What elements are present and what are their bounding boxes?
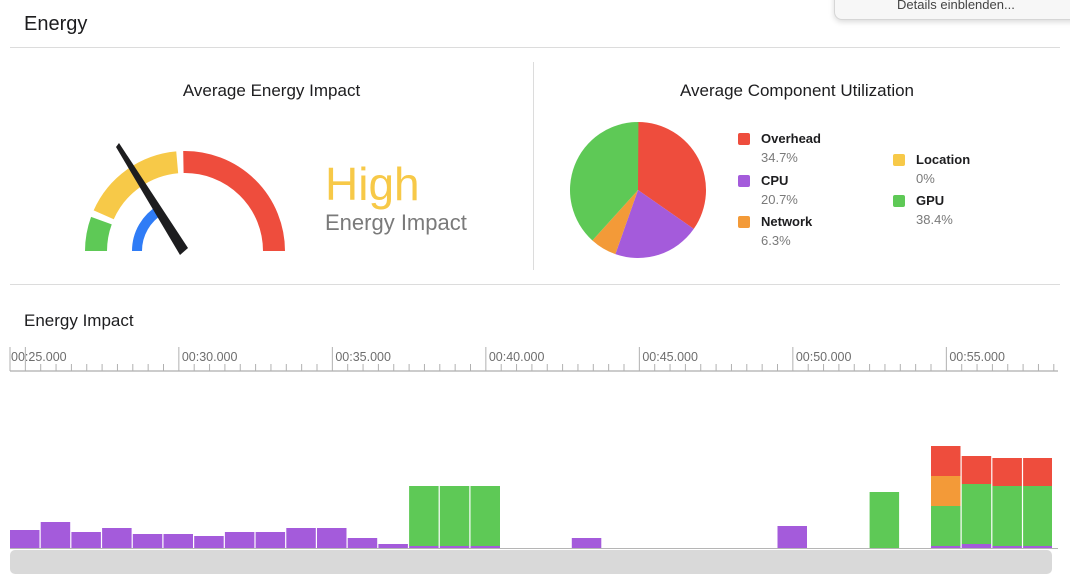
timeline-bar-cpu[interactable] [777,526,808,548]
details-popup[interactable]: Details einblenden... [834,0,1070,20]
legend-cpu-swatch [738,175,750,187]
timeline-bar-network[interactable] [931,476,961,506]
timeline-tick-label: 00:55.000 [949,350,1005,364]
legend-location-swatch [893,154,905,166]
average-energy-title: Average Energy Impact [182,81,361,100]
timeline-bar-overhead[interactable] [1023,458,1052,486]
timeline-bar-cpu[interactable] [378,544,408,548]
gauge-medium-segment [93,151,179,220]
timeline-tick-label: 00:45.000 [642,350,698,364]
timeline-bar-cpu[interactable] [470,546,501,548]
timeline-tick-label: 00:30.000 [182,350,238,364]
card-divider [533,62,534,270]
legend-location-pct: 0% [916,171,935,186]
legend-overhead-name: Overhead [761,131,821,146]
legend-network-swatch [738,216,750,228]
component-pie-chart [569,121,707,258]
legend-network-pct: 6.3% [761,233,791,248]
timeline-bar-gpu[interactable] [409,486,439,546]
timeline-bar-cpu[interactable] [571,538,602,548]
timeline-bar-cpu[interactable] [132,534,163,548]
gauge-high-segment [183,150,285,252]
pie-slice-network [592,190,638,255]
timeline-bar-gpu[interactable] [439,486,470,546]
header-divider [10,47,1060,48]
timeline-bar-cpu[interactable] [992,546,1022,548]
timeline-bar-cpu[interactable] [961,544,992,548]
gauge-needle [116,143,188,255]
timeline-bar-overhead[interactable] [961,456,992,484]
energy-impact-subtitle: Energy Impact [325,210,467,235]
page-title: Energy [24,13,88,35]
timeline-bar-gpu[interactable] [931,506,961,546]
timeline-bar-gpu[interactable] [1023,486,1052,546]
gauge-low-segment [85,216,112,252]
timeline-bar-cpu[interactable] [71,532,101,548]
legend-location-name: Location [916,152,971,167]
timeline-bar-cpu[interactable] [347,538,378,548]
pie-slice-overhead [638,122,707,229]
timeline-tick-label: 00:25.000 [11,350,67,364]
timeline-bar-cpu[interactable] [10,530,40,548]
timeline-bar-overhead[interactable] [931,446,961,476]
timeline-bar-cpu[interactable] [1023,546,1052,548]
timeline-bar-cpu[interactable] [40,522,71,548]
legend-gpu-pct: 38.4% [916,212,953,227]
timeline-bar-gpu[interactable] [992,486,1022,546]
legend-network-name: Network [761,214,813,229]
legend-gpu-name: GPU [916,193,945,208]
legend-cpu-name: CPU [761,173,789,188]
timeline-bar-cpu[interactable] [224,532,255,548]
timeline-bar-gpu[interactable] [961,484,992,544]
timeline-bar-cpu[interactable] [409,546,439,548]
timeline-bar-cpu[interactable] [194,536,224,548]
timeline-bar-cpu[interactable] [931,546,961,548]
section-divider [10,284,1060,285]
timeline-tick-label: 00:40.000 [489,350,545,364]
pie-slice-gpu [569,121,639,241]
legend-gpu-swatch [893,195,905,207]
timeline-title: Energy Impact [24,311,134,330]
timeline-bar-cpu[interactable] [163,534,194,548]
pie-slice-cpu [615,190,694,258]
timeline-tick-label: 00:50.000 [796,350,852,364]
timeline-bar-cpu[interactable] [439,546,470,548]
timeline-bar-cpu[interactable] [317,528,347,548]
legend-overhead-pct: 34.7% [761,150,798,165]
legend-overhead-swatch [738,133,750,145]
timeline-scrollbar[interactable] [10,550,1052,574]
energy-impact-level: High [325,158,420,210]
timeline-bar-cpu[interactable] [102,528,132,548]
details-popup-label: Details einblenden... [897,0,1015,12]
energy-gauge [85,143,285,255]
timeline-bar-overhead[interactable] [992,458,1022,486]
timeline-bar-cpu[interactable] [286,528,316,548]
timeline-bar-gpu[interactable] [470,486,501,546]
component-utilization-title: Average Component Utilization [679,81,915,100]
energy-timeline-chart[interactable]: 00:25.000 00:30.000 00:35.000 00:40.000 00:4… [0,340,1070,550]
timeline-bar-cpu[interactable] [255,532,286,548]
timeline-bar-gpu[interactable] [869,492,900,548]
timeline-tick-label: 00:35.000 [335,350,391,364]
legend-cpu-pct: 20.7% [761,192,798,207]
